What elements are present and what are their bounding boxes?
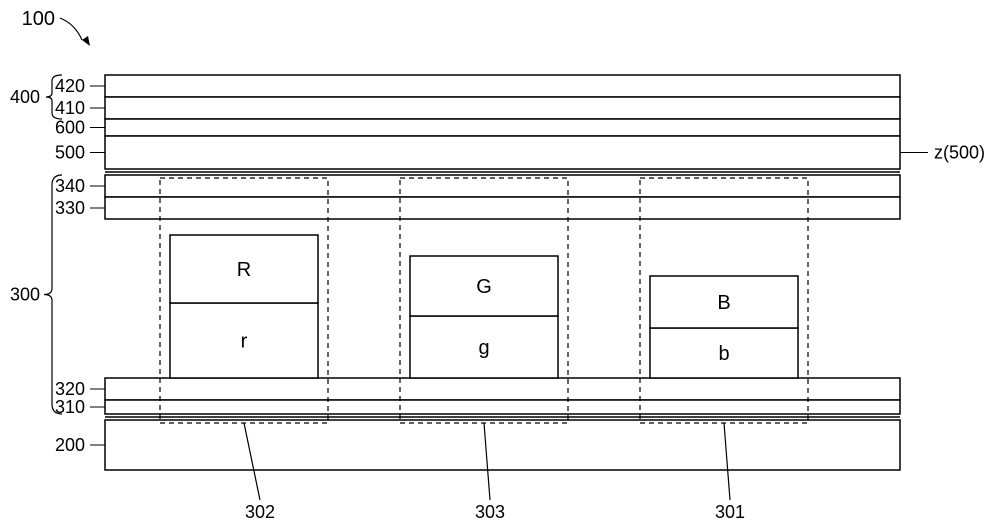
arrow-100-head bbox=[82, 36, 90, 46]
layer-420 bbox=[105, 75, 900, 97]
label-600: 600 bbox=[55, 118, 85, 138]
label-330: 330 bbox=[55, 198, 85, 218]
label-400: 400 bbox=[10, 87, 40, 107]
label-320: 320 bbox=[55, 379, 85, 399]
label-303: 303 bbox=[475, 502, 505, 522]
layer-310 bbox=[105, 400, 900, 414]
layer-330 bbox=[105, 197, 900, 219]
layer-600 bbox=[105, 119, 900, 136]
label-302: 302 bbox=[245, 502, 275, 522]
pixel-top-label-G: G bbox=[476, 276, 492, 298]
pixel-top-label-R: R bbox=[237, 259, 251, 281]
pixel-bottom-label-B: b bbox=[718, 343, 729, 365]
pixel-top-label-B: B bbox=[717, 292, 730, 314]
arrow-100-shaft bbox=[60, 18, 82, 40]
layer-200 bbox=[105, 420, 900, 470]
label-300: 300 bbox=[10, 285, 40, 305]
layer-500 bbox=[105, 136, 900, 169]
label-340: 340 bbox=[55, 176, 85, 196]
layer-320 bbox=[105, 378, 900, 400]
label-500: 500 bbox=[55, 143, 85, 163]
figure-label-100: 100 bbox=[22, 8, 55, 30]
label-301: 301 bbox=[715, 502, 745, 522]
label-z500: z(500) bbox=[934, 143, 985, 163]
pixel-bottom-label-R: r bbox=[241, 331, 248, 353]
layer-410 bbox=[105, 97, 900, 119]
label-410: 410 bbox=[55, 98, 85, 118]
pixel-bottom-label-G: g bbox=[478, 337, 489, 359]
label-200: 200 bbox=[55, 435, 85, 455]
label-420: 420 bbox=[55, 76, 85, 96]
